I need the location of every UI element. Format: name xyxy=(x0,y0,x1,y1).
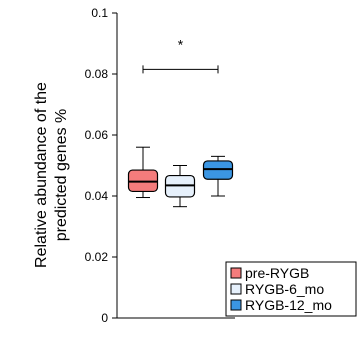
box-RYGB-6_mo xyxy=(164,165,196,208)
significance-bracket: * xyxy=(142,36,219,74)
legend-label: RYGB-12_mo xyxy=(245,297,332,313)
y-tick-label: 0.08 xyxy=(85,67,109,81)
y-axis-title: Relative abundance of the predicted gene… xyxy=(33,82,70,268)
significance-label: * xyxy=(178,36,184,52)
legend-label: pre-RYGB xyxy=(245,265,309,281)
y-axis-title-line1: Relative abundance of the xyxy=(33,82,50,268)
legend-swatch xyxy=(230,299,242,311)
y-tick-label: 0 xyxy=(101,311,108,325)
y-tick-label: 0.02 xyxy=(85,250,109,264)
legend-label: RYGB-6_mo xyxy=(245,281,324,297)
legend-swatch xyxy=(230,283,242,295)
y-axis: 0 0.02 0.04 0.06 0.08 0.1 xyxy=(85,6,235,325)
y-tick-label: 0.1 xyxy=(91,6,108,20)
box-pre-RYGB xyxy=(127,146,159,199)
legend-frame xyxy=(225,261,357,317)
y-axis-title-line2: predicted genes % xyxy=(53,109,70,242)
legend-swatch xyxy=(230,267,242,279)
box-RYGB-12_mo xyxy=(202,155,234,197)
y-tick-label: 0.04 xyxy=(85,189,109,203)
y-tick-label: 0.06 xyxy=(85,128,109,142)
boxes xyxy=(127,146,234,208)
